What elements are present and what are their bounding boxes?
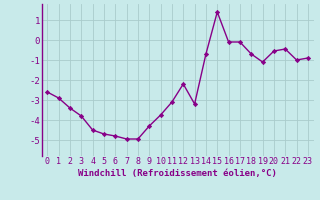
X-axis label: Windchill (Refroidissement éolien,°C): Windchill (Refroidissement éolien,°C) [78, 169, 277, 178]
